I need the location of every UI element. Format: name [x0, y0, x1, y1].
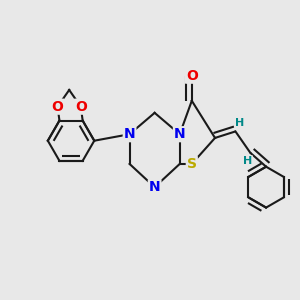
Text: S: S [187, 157, 197, 171]
Text: N: N [174, 127, 185, 141]
Text: O: O [186, 69, 198, 83]
Text: H: H [236, 118, 245, 128]
Text: O: O [75, 100, 87, 114]
Text: N: N [124, 127, 135, 141]
Text: H: H [243, 156, 252, 166]
Text: N: N [149, 180, 161, 194]
Text: O: O [52, 100, 64, 114]
